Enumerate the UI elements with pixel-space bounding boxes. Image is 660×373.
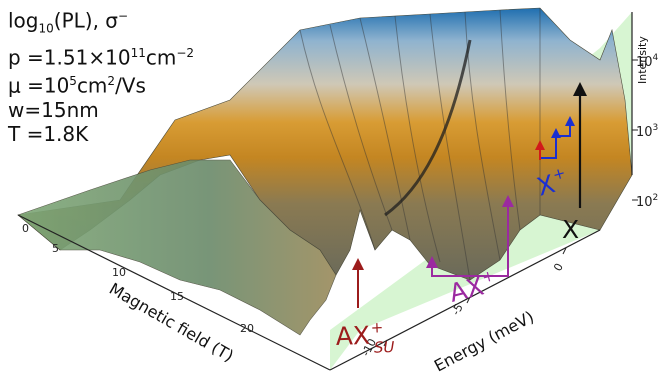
field-tick-label: 10 [112, 266, 126, 279]
field-tick-label: 5 [52, 242, 59, 255]
field-ticks: 0 5 10 15 20 [22, 222, 254, 335]
density-line: p =1.51×1011cm−2 [8, 45, 195, 70]
intensity-tick-label: 104 [636, 53, 659, 70]
x-label: X [562, 215, 579, 244]
ax-plus-arrows [426, 195, 514, 277]
quantity-line: log10(PL), σ− [8, 8, 129, 36]
surface-low-field [17, 159, 337, 336]
mobility-line: μ =105cm2/Vs [8, 73, 146, 98]
intensity-axis-label: Intensity [636, 36, 649, 84]
parameter-block: log10(PL), σ− p =1.51×1011cm−2 μ =105cm2… [8, 4, 194, 146]
axes [17, 12, 633, 371]
energy-tick-label: 0 [551, 261, 566, 273]
field-tick-label: 20 [240, 322, 254, 335]
field-tick-label: 15 [170, 290, 184, 303]
field-tick-label: 0 [22, 222, 29, 235]
surface-main [17, 7, 633, 281]
x-arrow [573, 82, 587, 208]
axis-energy [329, 229, 601, 371]
temperature-line: T =1.8K [8, 121, 89, 146]
ax-su-arrow [352, 258, 364, 308]
intensity-tick-label: 102 [636, 193, 658, 210]
dark-ridge [384, 39, 472, 217]
ax-su-label: AX+SU [335, 318, 395, 358]
energy-axis-label: Energy (meV) [431, 307, 537, 373]
intensity-tick-label: 103 [636, 123, 658, 140]
intensity-ticks: 102 103 104 [632, 53, 659, 210]
energy-tick-label: -5 [449, 302, 466, 318]
width-line: w=15nm [8, 97, 99, 122]
x-plus-arrows [535, 116, 575, 160]
axis-field [17, 214, 331, 371]
